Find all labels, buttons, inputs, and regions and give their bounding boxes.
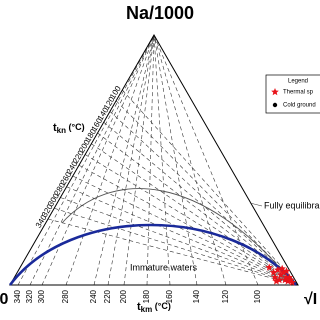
grid-line — [47, 218, 299, 286]
tick-label: 240 — [89, 289, 98, 303]
grid-line — [29, 34, 155, 286]
tick-label: 100 — [253, 289, 262, 303]
corner-label: √I — [304, 291, 317, 308]
grid-line — [54, 207, 299, 286]
tick-label: 120 — [221, 289, 230, 303]
grid-line — [122, 89, 299, 286]
isotherms: 1001201401601802002202402602803003203403… — [13, 34, 299, 303]
grid-line — [153, 34, 259, 286]
tick-label: 340 — [13, 289, 22, 303]
legend-label: Cold ground — [283, 103, 316, 109]
chart-title: Na/1000 — [126, 3, 194, 23]
tick-label: 160 — [165, 289, 174, 303]
tick-label: 300 — [37, 289, 46, 303]
grid-line — [146, 34, 155, 286]
tick-label: 140 — [192, 289, 201, 303]
point — [265, 263, 273, 271]
legend-marker — [272, 102, 278, 108]
point — [282, 267, 291, 275]
grid-line — [153, 34, 198, 286]
tick-label: 280 — [61, 289, 70, 303]
tick-label: 220 — [103, 289, 112, 303]
axis-label: t — [53, 122, 57, 134]
grid-line — [109, 111, 299, 286]
point — [279, 268, 288, 276]
legend-entries: Thermal sp Cold ground — [271, 88, 316, 109]
point — [288, 278, 297, 286]
legend-marker — [271, 88, 279, 96]
axis-label: tkn (°C) — [53, 122, 85, 135]
legend-title: Legend — [288, 79, 308, 85]
legend-label: Thermal sp — [283, 90, 314, 96]
point — [269, 268, 278, 276]
tick-label: 180 — [142, 289, 151, 303]
grid-line — [107, 34, 155, 286]
point — [276, 271, 285, 279]
grid-line — [17, 34, 155, 286]
corner-label: 0 — [0, 291, 9, 308]
annotation: Immature waters — [130, 262, 198, 272]
axis-label: tkm (°C) — [137, 301, 171, 314]
grid-line — [65, 34, 155, 286]
leader-line — [249, 202, 263, 207]
axis-label: (°C) — [152, 301, 171, 311]
partial-equilibrium-curve — [8, 223, 298, 286]
grid-line — [93, 34, 155, 286]
point — [284, 277, 292, 285]
annotation: Fully equilibra — [264, 200, 320, 210]
grid-line — [153, 34, 227, 286]
axis-label: kn — [57, 126, 66, 135]
axis-label: t — [137, 301, 141, 313]
grid-line — [123, 34, 155, 286]
points — [265, 263, 297, 286]
point — [272, 277, 281, 285]
axis-label: (°C) — [66, 122, 85, 132]
grid-line — [41, 34, 155, 286]
grid-line — [60, 197, 299, 286]
point — [274, 266, 282, 274]
full-equilibrium-curve — [61, 188, 293, 283]
triangle — [9, 33, 299, 286]
tick-label: 200 — [119, 289, 128, 303]
grid-line — [115, 100, 299, 286]
axis-label: km — [141, 305, 153, 314]
tick-label: 320 — [25, 289, 34, 303]
